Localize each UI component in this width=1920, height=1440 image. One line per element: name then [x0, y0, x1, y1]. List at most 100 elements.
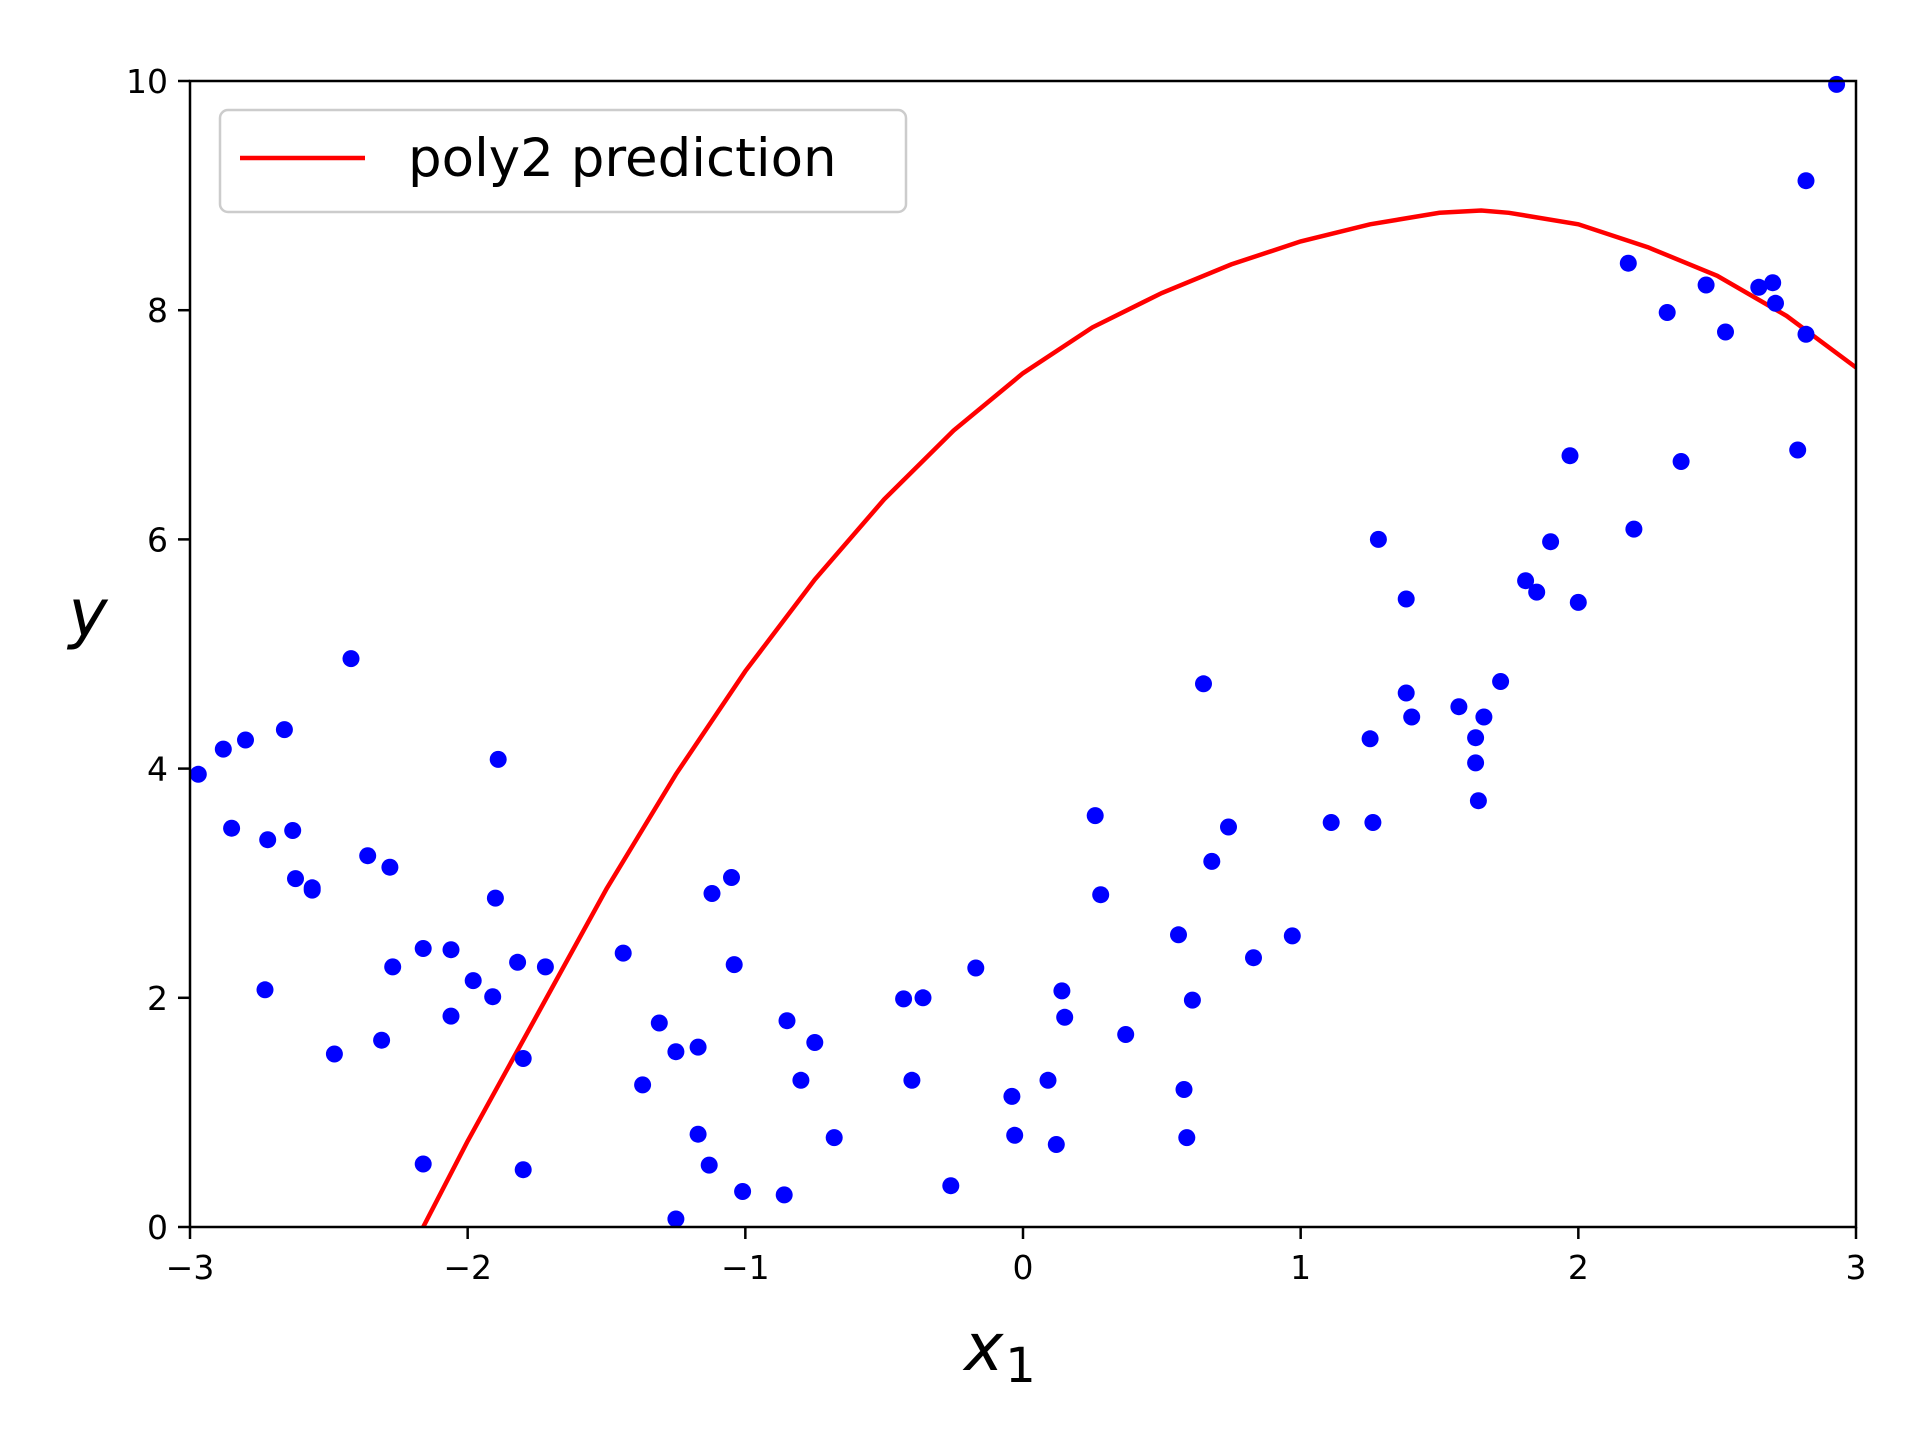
- data-point: [489, 750, 507, 768]
- data-point: [223, 819, 241, 837]
- data-point: [1797, 325, 1815, 343]
- y-tick-label: 6: [147, 520, 168, 559]
- data-point: [895, 990, 913, 1008]
- data-point: [1828, 75, 1846, 93]
- x-tick-label: −3: [166, 1248, 215, 1287]
- x-axis-label: x1: [962, 1309, 1036, 1394]
- data-point: [1797, 172, 1815, 190]
- data-point: [1183, 991, 1201, 1009]
- data-point: [1203, 852, 1221, 870]
- data-point: [381, 858, 399, 876]
- data-point: [1789, 441, 1807, 459]
- data-point: [1053, 982, 1071, 1000]
- x-tick-label: 0: [1013, 1248, 1034, 1287]
- x-tick-label: −2: [443, 1248, 492, 1287]
- data-point: [486, 889, 504, 907]
- data-point: [342, 650, 360, 668]
- data-point: [689, 1125, 707, 1143]
- legend-box: [218, 108, 908, 214]
- data-point: [1056, 1008, 1074, 1026]
- data-point: [1178, 1129, 1196, 1147]
- data-point: [778, 1012, 796, 1030]
- data-point: [825, 1129, 843, 1147]
- data-point: [914, 989, 932, 1007]
- data-point: [414, 1155, 432, 1173]
- data-point: [1397, 590, 1415, 608]
- data-point: [464, 972, 482, 990]
- data-point: [1039, 1071, 1057, 1089]
- data-point: [359, 847, 377, 865]
- data-point: [373, 1031, 391, 1049]
- data-point: [1528, 583, 1546, 601]
- data-point: [1467, 729, 1485, 747]
- y-tick-label: 0: [147, 1208, 168, 1247]
- data-point: [1322, 814, 1340, 831]
- data-point: [1467, 754, 1485, 772]
- y-axis-label: y: [66, 575, 108, 652]
- x-tick-label: 3: [1846, 1248, 1867, 1287]
- data-point: [1245, 949, 1262, 967]
- data-point: [1047, 1136, 1065, 1153]
- data-point: [1767, 294, 1784, 312]
- data-point: [237, 731, 254, 749]
- data-point: [1003, 1087, 1021, 1105]
- data-point: [1764, 274, 1782, 292]
- x-tick-label: 1: [1290, 1248, 1311, 1287]
- data-point: [384, 958, 402, 976]
- data-point: [1361, 730, 1379, 748]
- data-point: [700, 1156, 718, 1174]
- y-tick-label: 4: [147, 750, 168, 789]
- data-point: [1220, 818, 1237, 836]
- data-point: [1717, 323, 1734, 341]
- poly2-prediction-line: [421, 208, 1856, 1227]
- data-point: [1450, 698, 1468, 716]
- data-point: [806, 1034, 824, 1051]
- data-point: [903, 1071, 921, 1089]
- data-point: [442, 941, 460, 959]
- data-point: [303, 881, 321, 899]
- data-point: [725, 956, 743, 974]
- y-tick-label: 8: [147, 291, 168, 330]
- plot-area: [189, 75, 1856, 1228]
- data-point: [1086, 807, 1104, 825]
- data-point: [536, 958, 554, 976]
- data-point: [214, 740, 232, 758]
- data-point: [256, 981, 274, 999]
- data-point: [967, 959, 985, 977]
- data-point: [942, 1177, 960, 1195]
- data-point: [1175, 1081, 1193, 1098]
- legend-label: poly2 prediction: [408, 128, 837, 189]
- data-point: [442, 1007, 460, 1025]
- data-point: [1619, 254, 1637, 272]
- data-point: [667, 1210, 685, 1228]
- axis-ticks: −3 −2 −1 0 1 2 3 0 2 4 6 8 10: [126, 62, 1867, 1287]
- data-point: [1117, 1026, 1135, 1043]
- y-tick-label: 2: [147, 979, 168, 1018]
- data-point: [287, 870, 304, 888]
- data-point: [259, 831, 277, 849]
- data-point: [1625, 520, 1643, 538]
- data-point: [650, 1014, 668, 1032]
- data-point: [689, 1038, 707, 1056]
- data-point: [1658, 304, 1676, 321]
- data-point: [1006, 1126, 1024, 1144]
- data-point: [1697, 276, 1715, 294]
- data-point: [1364, 814, 1382, 831]
- data-point: [1517, 572, 1535, 590]
- data-point: [1092, 886, 1110, 904]
- data-point: [1403, 708, 1421, 726]
- data-point: [1492, 673, 1510, 690]
- data-point: [1475, 708, 1493, 726]
- data-point: [1750, 278, 1768, 296]
- data-point: [634, 1076, 652, 1094]
- x-axis-label-subscript: 1: [1005, 1338, 1036, 1394]
- data-point: [723, 869, 740, 886]
- data-point: [1561, 447, 1579, 465]
- data-point: [325, 1045, 343, 1063]
- data-point: [284, 822, 302, 839]
- data-point: [1397, 684, 1415, 702]
- data-point: [703, 885, 721, 902]
- legend: poly2 prediction: [218, 108, 908, 214]
